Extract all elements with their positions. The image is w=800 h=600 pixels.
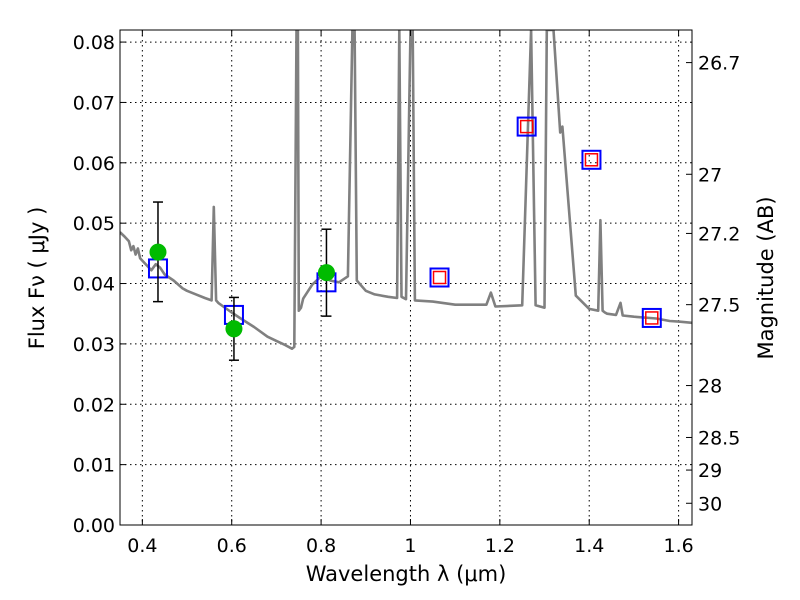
model-photometry-marker (429, 267, 450, 288)
y-tick-label: 0.07 (73, 92, 115, 114)
model-photometry-marker (581, 149, 602, 170)
observed-photometry-layer (149, 201, 335, 361)
magnitude-tick-label: 27 (698, 164, 722, 186)
observed-photometry-point (317, 264, 335, 282)
y-axis-right-label: Magnitude (AB) (754, 196, 778, 359)
y-tick-label: 0.01 (73, 455, 115, 477)
spectrum-line (120, 30, 692, 350)
y-tick-label: 0.05 (73, 213, 115, 235)
spectrum-layer (120, 30, 692, 350)
upper-limit-marker (584, 153, 599, 167)
x-tick-label: 0.8 (306, 535, 336, 557)
magnitude-tick-label: 27.2 (698, 223, 740, 245)
magnitude-tick-label: 30 (698, 493, 722, 515)
observed-photometry-point (225, 320, 243, 338)
y-tick-label: 0.00 (73, 515, 115, 537)
magnitude-tick-label: 29 (698, 460, 722, 482)
x-tick-label: 0.4 (127, 535, 157, 557)
model-photometry-marker (641, 307, 662, 328)
y-axis-label: Flux Fν ( μJy ) (25, 207, 49, 350)
observed-photometry-point (149, 243, 167, 261)
upper-limit-marker (645, 311, 659, 325)
magnitude-tick-label: 28 (698, 376, 722, 398)
y-tick-label: 0.08 (73, 32, 115, 54)
y-tick-label: 0.06 (73, 153, 115, 175)
y-tick-label: 0.02 (73, 394, 115, 416)
magnitude-tick-label: 28.5 (698, 427, 740, 449)
x-tick-label: 1.2 (485, 535, 515, 557)
x-tick-label: 1.4 (574, 535, 604, 557)
plot-frame (119, 29, 693, 526)
y-tick-label: 0.04 (73, 274, 115, 296)
y-tick-label: 0.03 (73, 334, 115, 356)
axis-ticks: 0.4 0.6 0.8 1 1.2 1.4 1.6 0.00 0.01 0.02 0.03 0.04 0… (73, 30, 740, 557)
magnitude-tick-label: 26.7 (698, 53, 740, 75)
x-tick-label: 1.6 (663, 535, 693, 557)
x-axis-label: Wavelength λ (μm) (306, 562, 507, 586)
x-tick-label: 0.6 (217, 535, 247, 557)
upper-limit-marker (519, 119, 534, 134)
magnitude-tick-label: 27.5 (698, 295, 740, 317)
upper-limit-marker (432, 270, 447, 285)
model-photometry-marker (516, 116, 537, 137)
x-tick-label: 1 (404, 535, 416, 557)
